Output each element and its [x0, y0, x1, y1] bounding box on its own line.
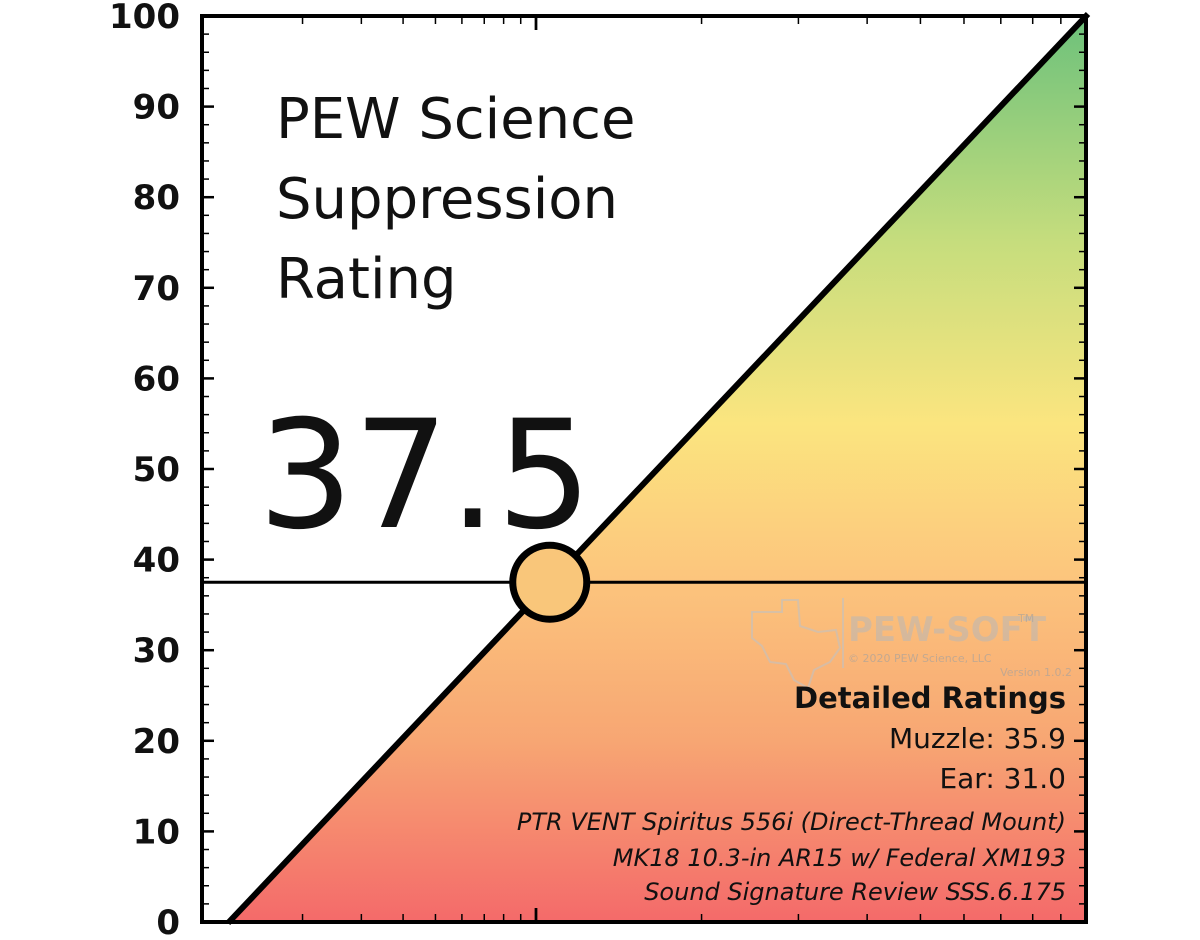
rating-value-label: 37.5 — [258, 389, 592, 563]
watermark-version: Version 1.0.2 — [1000, 666, 1072, 679]
y-tick-label: 40 — [133, 541, 180, 581]
rating-diagonal-line — [225, 11, 1091, 926]
chart-title-line-1: PEW Science — [276, 87, 635, 152]
detailed-ratings-heading: Detailed Ratings — [794, 681, 1066, 715]
y-tick-label: 60 — [133, 359, 180, 399]
host-weapon-description: MK18 10.3-in AR15 w/ Federal XM193 — [613, 844, 1066, 872]
y-tick-label: 0 — [156, 903, 180, 940]
watermark-tm: TM — [1017, 612, 1034, 625]
y-tick-label: 50 — [133, 450, 180, 490]
suppressor-description: PTR VENT Spiritus 556i (Direct-Thread Mo… — [517, 808, 1066, 836]
review-reference: Sound Signature Review SSS.6.175 — [644, 878, 1066, 906]
pew-soft-watermark: PEW-SOFT TM © 2020 PEW Science, LLC Vers… — [751, 598, 1072, 690]
y-tick-label: 70 — [133, 269, 180, 309]
plot-frame — [200, 14, 1088, 924]
chart-title-line-3: Rating — [276, 247, 457, 312]
y-tick-label: 100 — [109, 0, 180, 37]
y-tick-label: 90 — [133, 88, 180, 128]
muzzle-rating: Muzzle: 35.9 — [889, 722, 1066, 755]
y-tick-label: 10 — [133, 812, 180, 852]
y-axis-ticks: 0 10 20 30 40 50 60 70 80 90 100 — [109, 0, 1086, 940]
rating-marker — [509, 541, 591, 623]
ear-rating: Ear: 31.0 — [939, 762, 1066, 795]
chart-title-line-2: Suppression — [276, 167, 618, 232]
y-tick-label: 30 — [133, 631, 180, 671]
y-tick-label: 20 — [133, 722, 180, 762]
watermark-name: PEW-SOFT — [848, 610, 1047, 650]
watermark-copyright: © 2020 PEW Science, LLC — [848, 652, 992, 665]
texas-outline-icon — [751, 599, 842, 690]
y-tick-label: 80 — [133, 178, 180, 218]
